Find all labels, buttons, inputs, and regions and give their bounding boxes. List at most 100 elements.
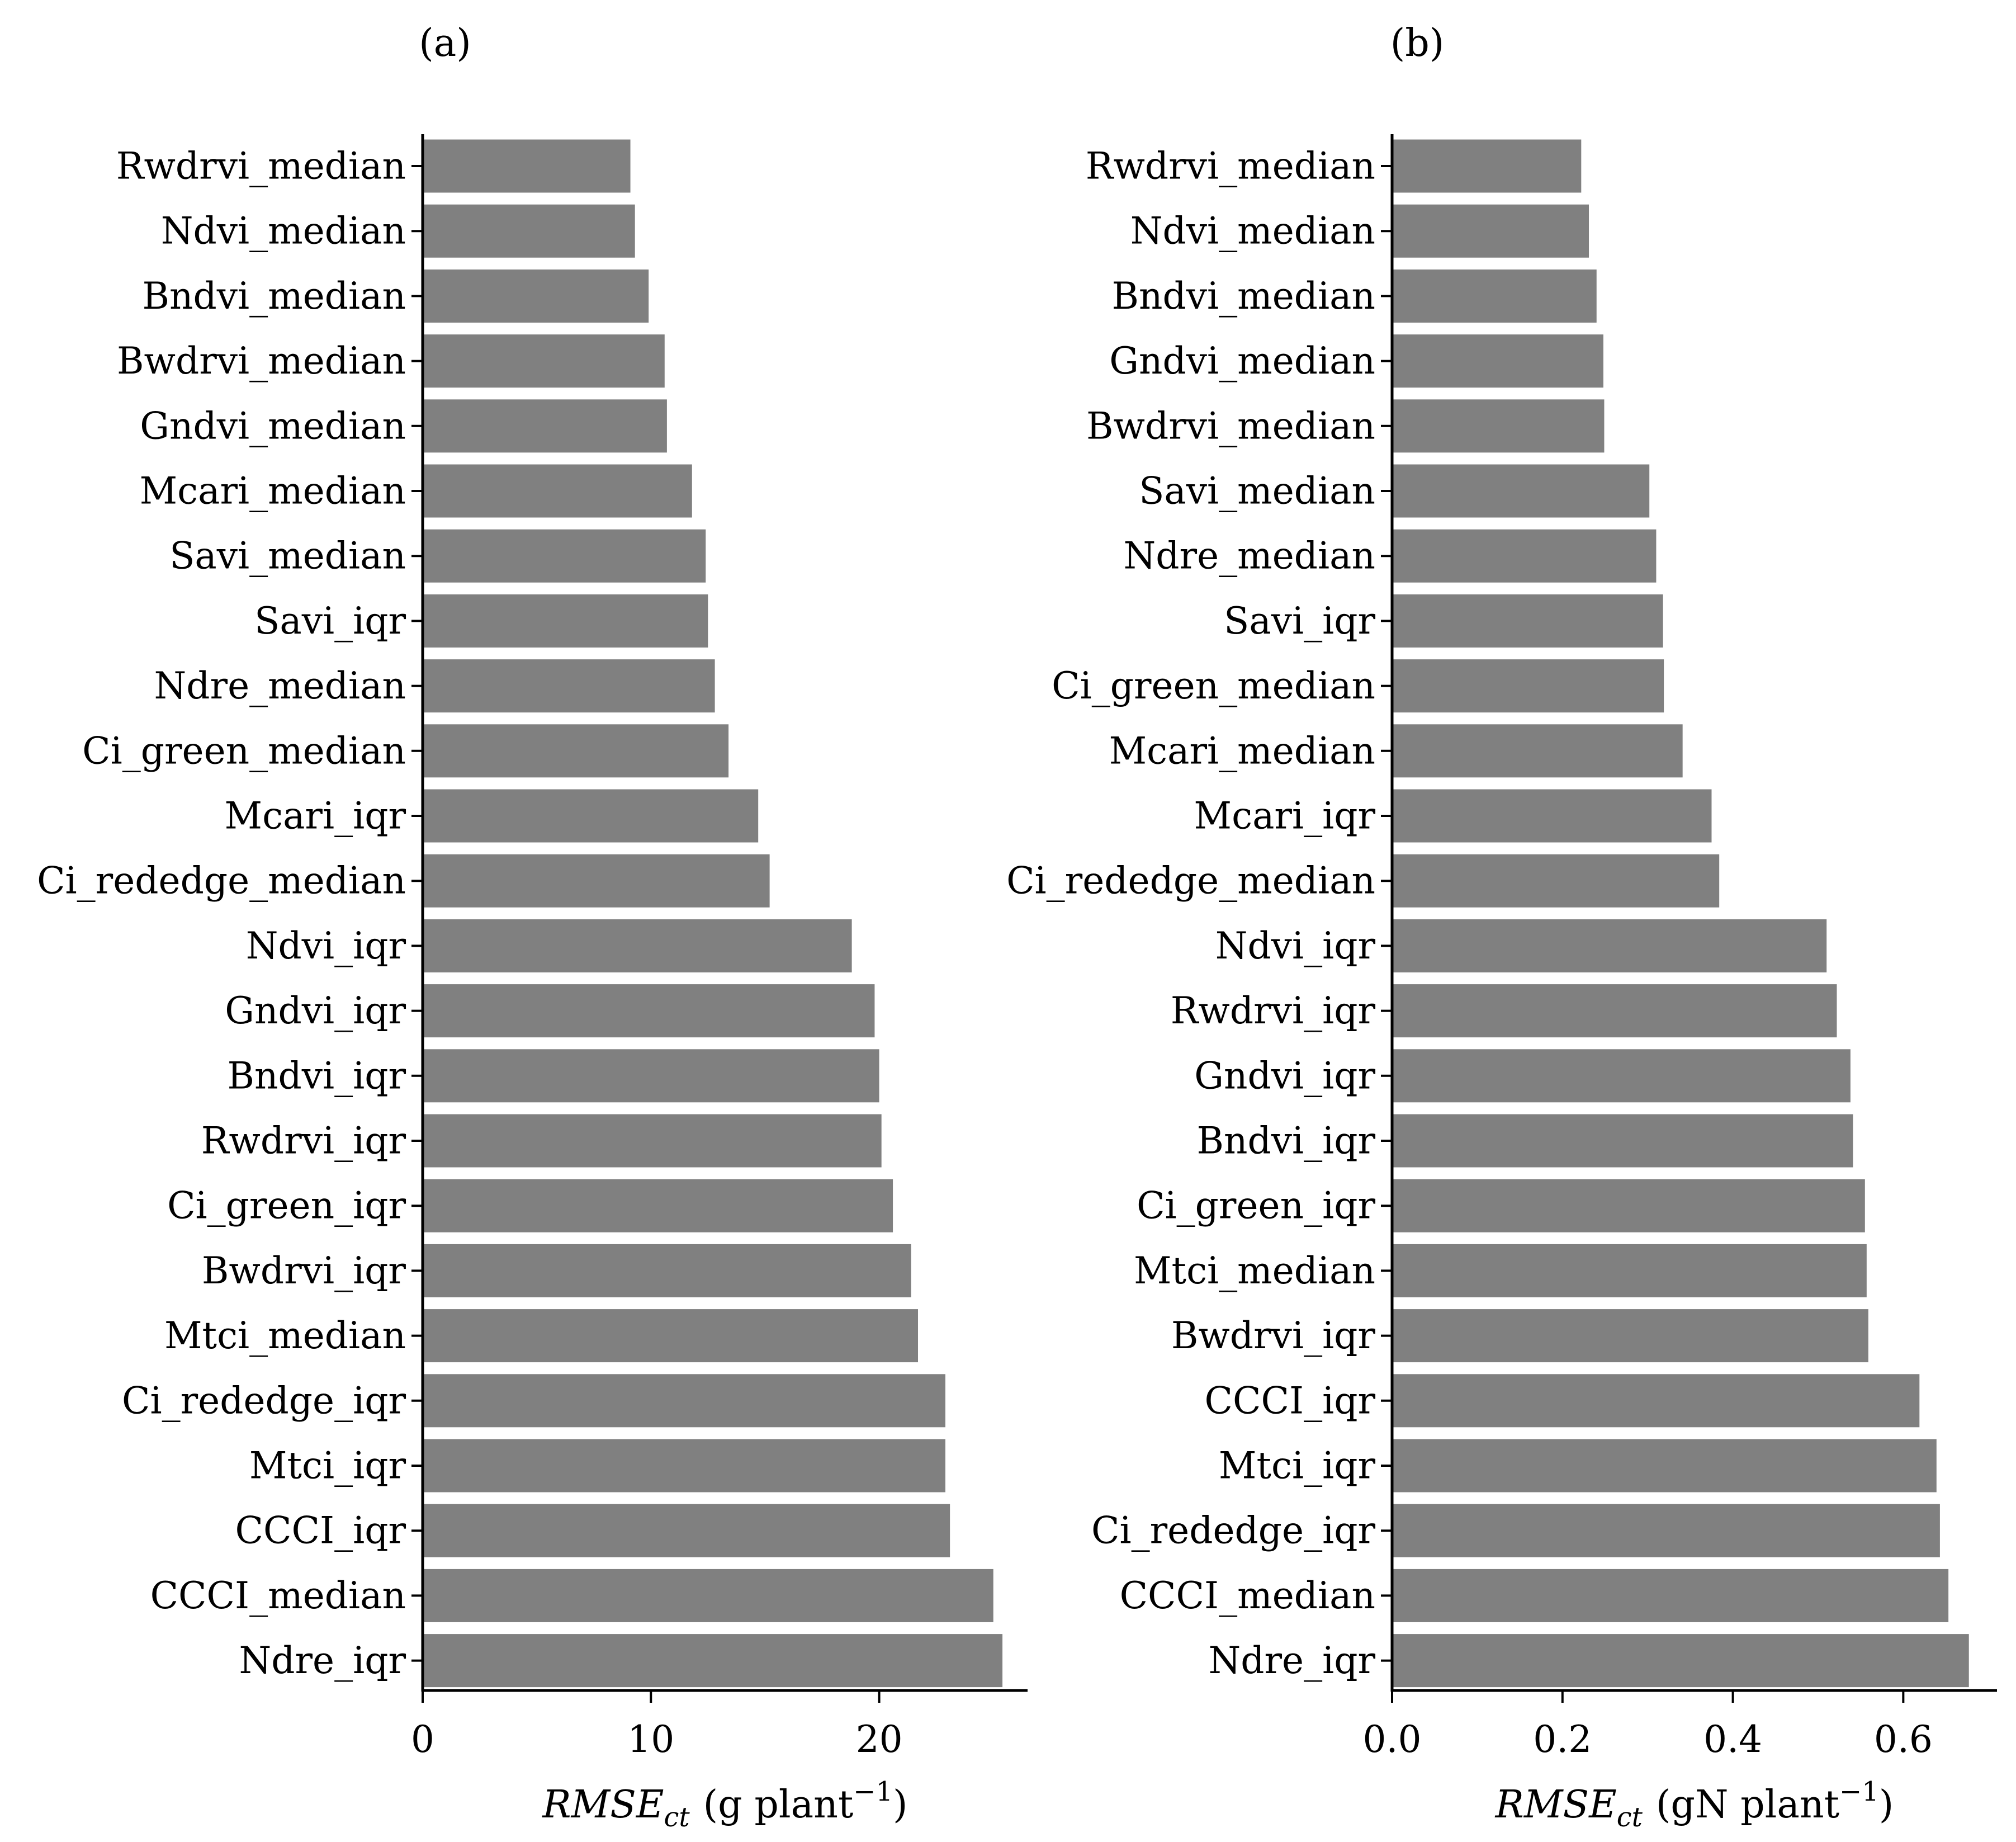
- bar: [424, 1244, 911, 1297]
- bar: [1393, 1049, 1851, 1103]
- bar: [424, 1439, 946, 1493]
- category-label: Ci_green_iqr: [1137, 1184, 1375, 1227]
- category-label: Mcari_median: [1109, 729, 1375, 772]
- category-label: Bwdrvi_iqr: [1171, 1314, 1376, 1357]
- bar: [1393, 984, 1837, 1038]
- category-label: Ndvi_median: [161, 210, 406, 253]
- bar: [424, 529, 706, 583]
- category-label: Gndvi_median: [140, 404, 406, 447]
- bar: [1393, 464, 1650, 518]
- category-label: Ndre_median: [154, 664, 406, 707]
- category-label: Bwdrvi_median: [1086, 404, 1375, 447]
- bar: [1393, 854, 1720, 908]
- bar: [424, 1504, 950, 1557]
- bar: [1393, 1309, 1868, 1363]
- category-label: CCCI_median: [150, 1574, 406, 1617]
- category-label: Bwdrvi_median: [117, 339, 406, 382]
- category-label: Bndvi_iqr: [227, 1054, 406, 1097]
- category-label: Bwdrvi_iqr: [202, 1249, 406, 1292]
- category-label: Mtci_median: [164, 1314, 406, 1357]
- x-tick-label: 20: [856, 1718, 903, 1761]
- bar: [424, 594, 708, 648]
- category-label: Mcari_median: [140, 470, 406, 513]
- bar: [1393, 1439, 1937, 1493]
- x-axis-label-base: RMSE: [1494, 1783, 1617, 1827]
- category-label: Gndvi_iqr: [1194, 1054, 1375, 1097]
- bar: [424, 854, 770, 908]
- x-axis-label-exp: −1: [853, 1776, 893, 1807]
- category-label: Bndvi_iqr: [1196, 1120, 1375, 1163]
- bar: [1393, 399, 1605, 453]
- category-label: Ndre_iqr: [239, 1639, 406, 1682]
- category-label: CCCI_iqr: [1205, 1379, 1376, 1422]
- category-label: Ndvi_iqr: [246, 924, 406, 967]
- bar: [424, 659, 715, 713]
- panel-label: (a): [419, 21, 471, 65]
- x-axis-label-close: ): [893, 1783, 908, 1827]
- x-tick-label: 0.6: [1874, 1718, 1933, 1761]
- bar: [424, 1179, 893, 1232]
- bar: [1393, 1569, 1949, 1622]
- category-label: CCCI_median: [1120, 1574, 1375, 1617]
- category-label: Savi_iqr: [1224, 599, 1375, 643]
- x-axis-label-units: (gN plant: [1656, 1783, 1839, 1827]
- bar: [1393, 1504, 1940, 1557]
- bar: [424, 789, 759, 843]
- x-axis-label: RMSEct (gN plant−1): [1494, 1776, 1894, 1833]
- bar: [1393, 204, 1589, 258]
- category-label: Ndre_median: [1124, 535, 1375, 578]
- x-axis-label-sub: ct: [1617, 1802, 1643, 1833]
- category-label: Rwdrvi_iqr: [1171, 989, 1376, 1032]
- category-label: Savi_median: [1139, 470, 1375, 513]
- bar: [424, 139, 631, 193]
- bar: [424, 919, 852, 972]
- category-label: CCCI_iqr: [235, 1509, 406, 1552]
- bar: [424, 1049, 879, 1103]
- x-tick-label: 10: [627, 1718, 674, 1761]
- category-label: Mcari_iqr: [225, 795, 406, 838]
- bar: [424, 204, 635, 258]
- bar: [1393, 334, 1603, 388]
- x-axis-label: RMSEct (g plant−1): [541, 1776, 907, 1833]
- x-tick-label: 0.4: [1703, 1718, 1762, 1761]
- x-axis-label-exp: −1: [1839, 1776, 1879, 1807]
- category-label: Bndvi_median: [1111, 275, 1375, 318]
- category-label: Ndre_iqr: [1208, 1639, 1375, 1682]
- bar: [1393, 789, 1712, 843]
- category-label: Gndvi_median: [1109, 339, 1375, 382]
- category-label: Mcari_iqr: [1194, 795, 1376, 838]
- bar: [1393, 919, 1827, 972]
- bar: [1393, 529, 1657, 583]
- category-label: Ci_rededge_median: [1006, 859, 1375, 903]
- category-label: Ndvi_iqr: [1215, 924, 1376, 967]
- bar: [1393, 1114, 1853, 1168]
- bar: [1393, 1179, 1865, 1232]
- bar: [1393, 269, 1597, 323]
- bar: [424, 1569, 993, 1622]
- category-label: Savi_iqr: [254, 599, 406, 643]
- bar: [1393, 724, 1683, 778]
- x-tick-label: 0.2: [1533, 1718, 1592, 1761]
- category-label: Mtci_iqr: [249, 1444, 406, 1487]
- panel-b: (b) Rwdrvi_median Ndvi_median Bndvi_median G…: [1006, 21, 1997, 1833]
- category-label: Ndvi_median: [1130, 210, 1375, 253]
- category-label: Gndvi_iqr: [225, 989, 406, 1032]
- x-axis-label-sub: ct: [664, 1802, 690, 1833]
- bar: [424, 1374, 946, 1428]
- bar: [1393, 1634, 1969, 1688]
- x-tick-label: 0.0: [1363, 1718, 1422, 1761]
- category-label: Ci_rededge_iqr: [1091, 1509, 1375, 1552]
- category-label: Mtci_median: [1134, 1249, 1375, 1292]
- category-label: Ci_rededge_iqr: [122, 1379, 406, 1422]
- category-label: Rwdrvi_iqr: [201, 1120, 406, 1163]
- bar: [424, 269, 649, 323]
- category-label: Ci_green_median: [82, 729, 406, 772]
- category-label: Ci_rededge_median: [37, 859, 406, 903]
- bar: [424, 724, 729, 778]
- category-label: Savi_median: [169, 535, 406, 578]
- bar: [1393, 1374, 1920, 1428]
- bar: [424, 399, 667, 453]
- x-axis-label-base: RMSE: [541, 1783, 664, 1827]
- x-axis-label-units: (g plant: [703, 1783, 854, 1827]
